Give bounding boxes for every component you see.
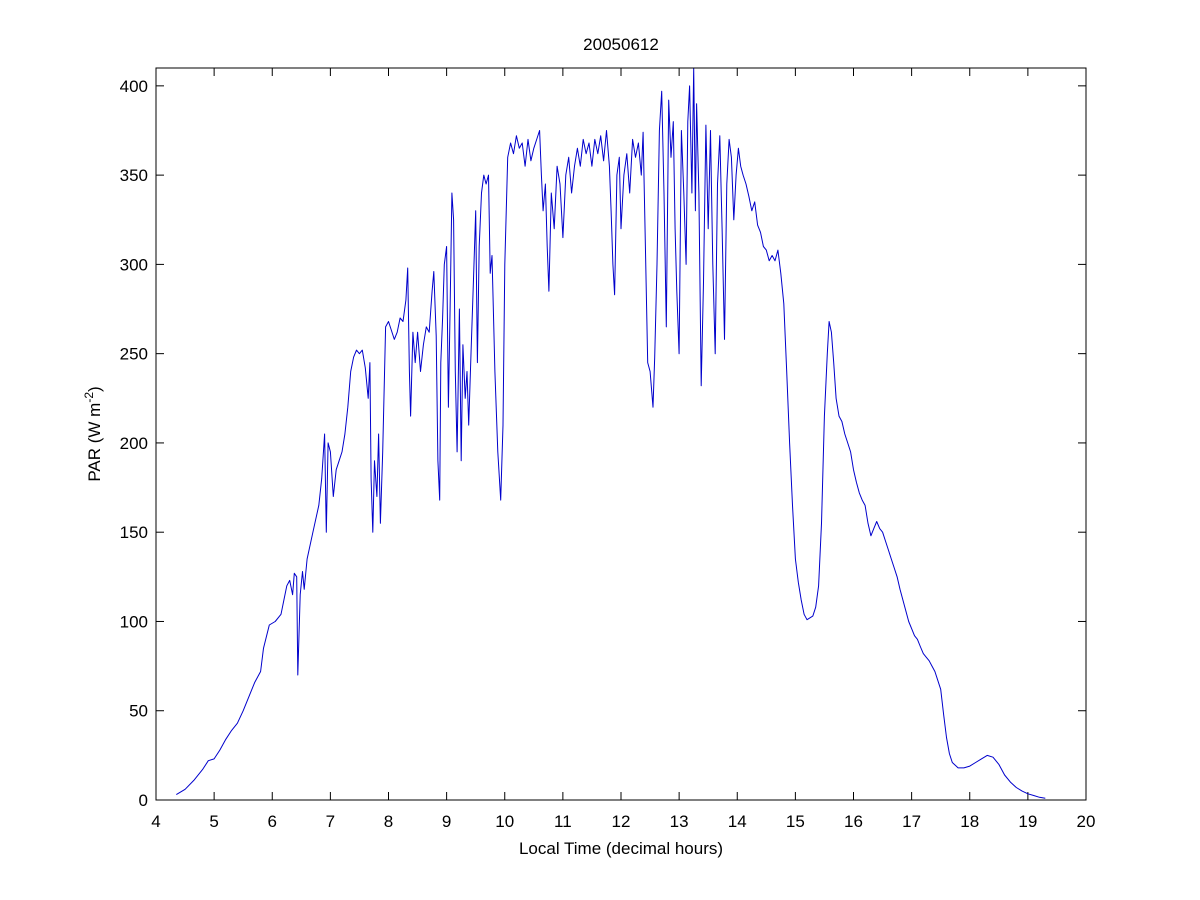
chart-title: 20050612 <box>583 35 659 54</box>
y-axis-label-superscript: -2 <box>82 392 96 403</box>
x-tick-label: 5 <box>209 812 218 831</box>
x-tick-label: 14 <box>728 812 747 831</box>
x-tick-label: 12 <box>612 812 631 831</box>
axis-ticks <box>155 68 1087 801</box>
x-tick-label: 15 <box>786 812 805 831</box>
x-tick-label: 13 <box>670 812 689 831</box>
x-tick-label: 10 <box>495 812 514 831</box>
y-tick-label: 250 <box>120 345 148 364</box>
x-tick-labels: 4 5 6 7 8 9 10 11 12 13 14 15 16 17 18 19 20 <box>151 812 1095 831</box>
y-axis-label-main: PAR (W m <box>85 403 104 482</box>
x-tick-label: 6 <box>268 812 277 831</box>
y-tick-label: 150 <box>120 523 148 542</box>
x-tick-label: 4 <box>151 812 160 831</box>
y-tick-label: 200 <box>120 434 148 453</box>
y-axis-label: PAR (W m-2) <box>82 386 104 481</box>
x-tick-label: 11 <box>554 812 572 831</box>
y-tick-labels: 0 50 100 150 200 250 300 350 400 <box>120 77 148 810</box>
x-tick-label: 8 <box>384 812 393 831</box>
y-tick-label: 400 <box>120 77 148 96</box>
par-series-line <box>176 67 1046 799</box>
plot-frame <box>155 67 1087 801</box>
x-tick-label: 18 <box>960 812 979 831</box>
x-tick-label: 17 <box>902 812 921 831</box>
x-tick-label: 9 <box>442 812 451 831</box>
y-tick-label: 100 <box>120 612 148 631</box>
y-axis-label-close: ) <box>85 386 104 392</box>
x-tick-label: 16 <box>844 812 863 831</box>
plot-background <box>156 68 1086 800</box>
y-tick-label: 300 <box>120 255 148 274</box>
x-tick-label: 7 <box>326 812 335 831</box>
x-axis-label: Local Time (decimal hours) <box>519 839 723 858</box>
y-tick-label: 350 <box>120 166 148 185</box>
x-tick-label: 20 <box>1077 812 1096 831</box>
x-tick-label: 19 <box>1018 812 1037 831</box>
y-tick-label: 0 <box>139 791 148 810</box>
y-tick-label: 50 <box>129 702 148 721</box>
